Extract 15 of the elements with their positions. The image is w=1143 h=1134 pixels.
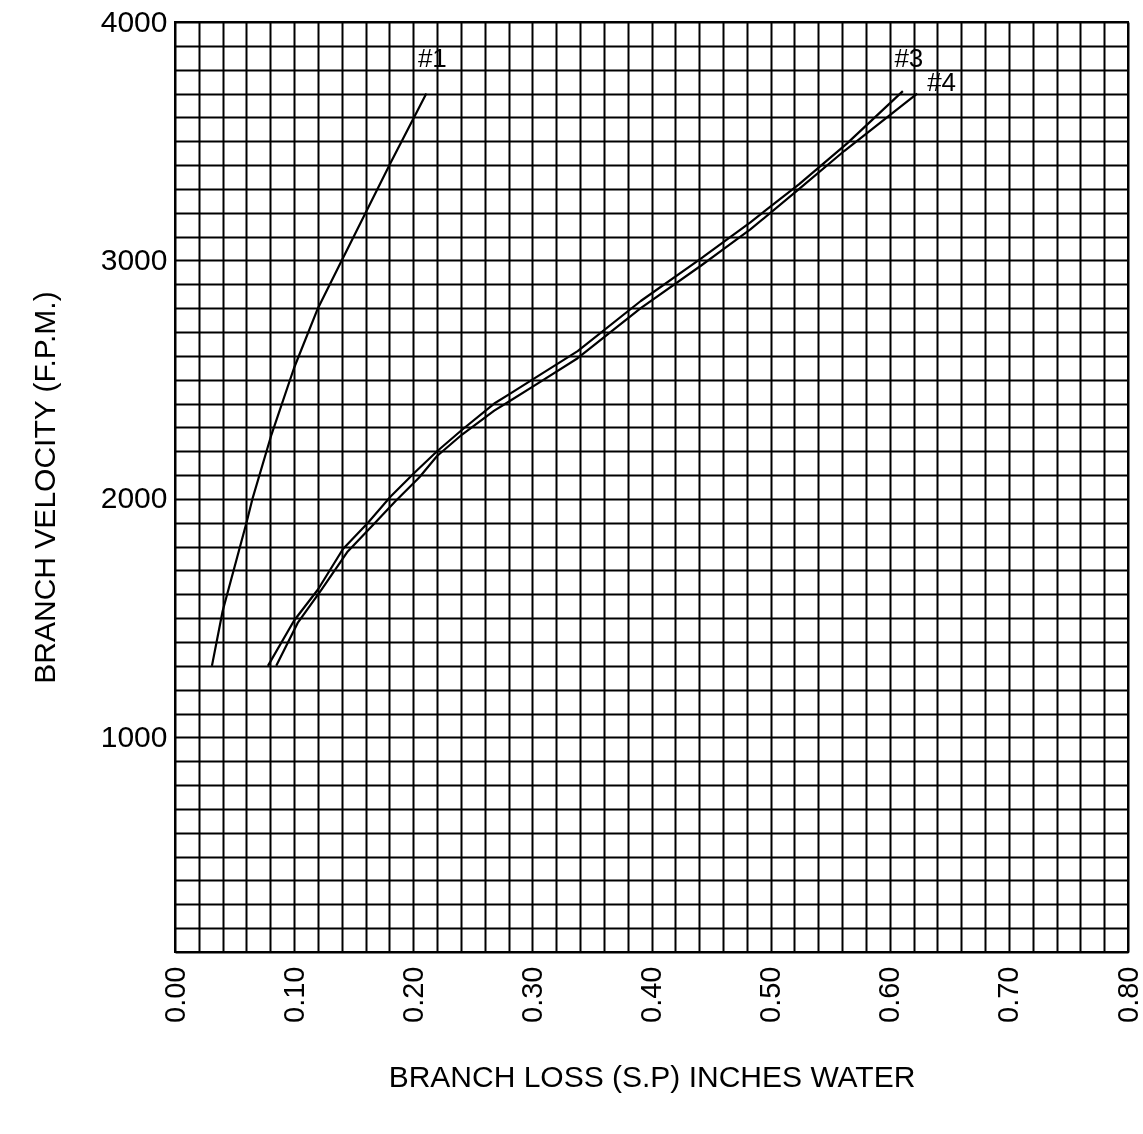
x-tick-label: 0.70 <box>992 966 1025 1023</box>
y-tick-label: 2000 <box>100 481 168 515</box>
x-tick-label: 0.80 <box>1111 966 1143 1023</box>
x-tick-label: 0.00 <box>158 966 191 1023</box>
y-axis-title: BRANCH VELOCITY (F.P.M.) <box>27 291 61 684</box>
y-tick-label: 3000 <box>100 242 168 276</box>
y-tick-label: 4000 <box>100 4 168 38</box>
x-tick-label: 0.60 <box>873 966 906 1023</box>
x-tick-label: 0.20 <box>396 966 429 1023</box>
x-tick-label: 0.10 <box>277 966 310 1023</box>
x-tick-label: 0.30 <box>515 966 548 1023</box>
x-axis-title: BRANCH LOSS (S.P) INCHES WATER <box>388 1059 916 1093</box>
y-tick-label: 1000 <box>100 719 168 753</box>
x-tick-label: 0.40 <box>635 966 667 1023</box>
x-tick-label: 0.50 <box>754 966 787 1023</box>
